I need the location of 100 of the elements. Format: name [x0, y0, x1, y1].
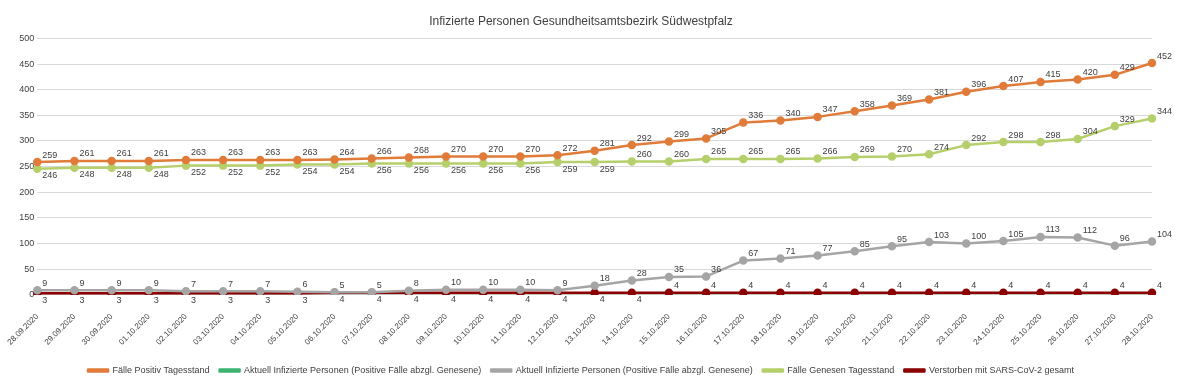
data-label: 358 — [859, 98, 875, 109]
point — [330, 155, 339, 164]
point — [144, 163, 154, 172]
data-label: 18 — [599, 273, 610, 284]
data-label: 248 — [153, 169, 169, 180]
data-label: 4 — [1157, 280, 1163, 291]
data-label: 246 — [42, 170, 58, 181]
y-tick-label: 50 — [24, 263, 35, 274]
point — [776, 116, 785, 125]
data-label: 260 — [673, 149, 689, 159]
point — [850, 107, 859, 116]
point — [553, 151, 562, 160]
point — [107, 163, 116, 172]
data-label: 4 — [451, 294, 457, 305]
data-label: 6 — [302, 279, 308, 290]
data-label: 8 — [413, 278, 419, 289]
point — [1036, 137, 1045, 147]
data-label: 3 — [228, 294, 234, 305]
point — [999, 137, 1008, 147]
data-label: 3 — [265, 294, 271, 305]
data-label: 103 — [934, 229, 950, 240]
data-label: 10 — [525, 277, 536, 288]
data-label: 4 — [1119, 280, 1125, 291]
data-label: 85 — [859, 238, 870, 249]
data-label: 254 — [339, 166, 355, 177]
point — [664, 288, 674, 295]
point — [739, 154, 748, 164]
point — [1073, 233, 1082, 242]
data-label: 252 — [190, 167, 206, 178]
data-label: 9 — [562, 277, 568, 288]
chart-title: Infizierte Personen Gesundheitsamtsbezirk Südwestpfalz — [429, 13, 733, 28]
data-label: 266 — [376, 145, 392, 156]
point — [70, 163, 79, 172]
data-label: 10 — [488, 277, 499, 288]
point — [924, 150, 934, 159]
point — [813, 288, 822, 295]
data-label: 96 — [1119, 233, 1130, 244]
point — [627, 140, 637, 150]
y-tick-label: 400 — [19, 84, 35, 95]
data-label: 7 — [190, 278, 196, 289]
point — [1073, 288, 1082, 295]
data-label: 7 — [228, 278, 234, 289]
y-tick-label: 250 — [19, 161, 35, 172]
point — [218, 155, 228, 165]
data-label: 95 — [896, 233, 907, 244]
data-label: 256 — [413, 165, 429, 176]
data-label: 3 — [42, 294, 48, 305]
point — [887, 152, 897, 161]
data-label: 396 — [971, 79, 987, 90]
point — [813, 154, 822, 163]
point — [1036, 288, 1045, 295]
point — [813, 251, 822, 260]
point — [367, 154, 376, 163]
data-label: 4 — [971, 280, 977, 291]
point — [441, 152, 451, 161]
point — [1073, 134, 1082, 144]
legend-label: Aktuell Infizierte Personen (Positive Fälle abzgl. Genesene) — [515, 364, 753, 375]
point — [701, 272, 711, 281]
data-label: 274 — [934, 141, 950, 152]
legend-label: Fälle Genesen Tagesstand — [787, 364, 895, 375]
data-label: 4 — [1008, 280, 1014, 291]
data-label: 299 — [673, 129, 689, 139]
data-label: 420 — [1082, 66, 1098, 77]
data-label: 269 — [859, 144, 875, 155]
point — [664, 272, 674, 282]
y-tick-label: 500 — [19, 32, 35, 43]
point — [739, 288, 748, 295]
data-label: 259 — [42, 149, 58, 160]
data-label: 105 — [1008, 228, 1024, 239]
data-label: 429 — [1119, 62, 1135, 73]
y-tick-label: 350 — [19, 109, 35, 120]
data-label: 4 — [822, 280, 828, 291]
data-label: 113 — [1045, 224, 1060, 235]
data-label: 259 — [562, 163, 578, 174]
point — [1036, 77, 1045, 87]
data-label: 4 — [339, 294, 345, 305]
y-tick-label: 150 — [19, 212, 35, 223]
data-label: 260 — [636, 149, 652, 159]
point — [850, 247, 859, 256]
data-label: 36 — [711, 263, 722, 274]
point — [924, 288, 934, 295]
point — [256, 155, 265, 165]
y-tick-label: 200 — [19, 186, 35, 197]
data-label: 10 — [451, 277, 462, 288]
data-label: 252 — [228, 167, 244, 178]
data-label: 9 — [116, 277, 122, 288]
data-label: 265 — [785, 146, 801, 157]
data-label: 369 — [896, 93, 912, 104]
data-label: 340 — [785, 107, 801, 118]
data-label: 263 — [228, 147, 244, 158]
data-label: 261 — [153, 148, 169, 159]
data-label: 5 — [339, 279, 345, 290]
data-label: 7 — [265, 278, 271, 289]
data-label: 254 — [302, 166, 318, 177]
point — [664, 157, 674, 166]
data-label: 256 — [525, 165, 541, 176]
point — [664, 137, 674, 146]
data-label: 100 — [971, 231, 987, 242]
data-label: 4 — [785, 280, 791, 291]
data-label: 407 — [1008, 73, 1024, 84]
